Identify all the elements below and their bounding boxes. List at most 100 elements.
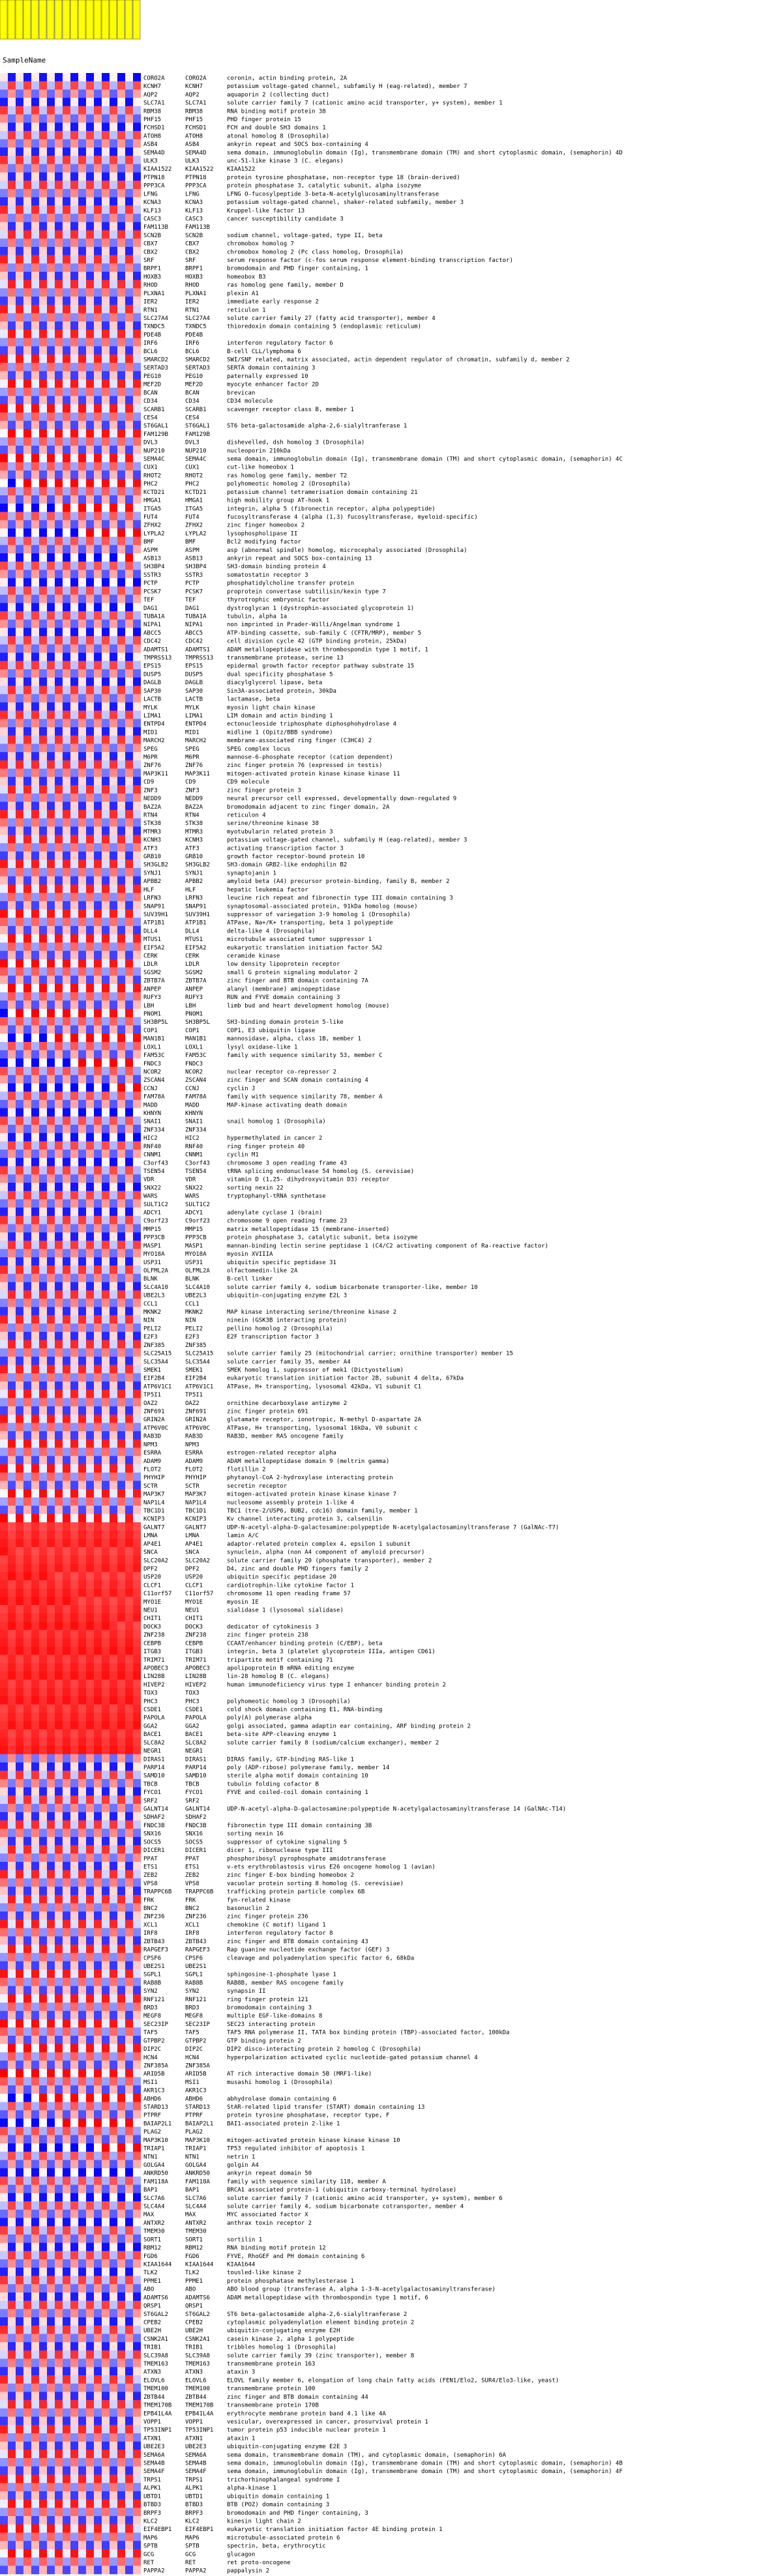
heatmap-cell bbox=[47, 2110, 55, 2119]
heatmap-cell bbox=[117, 644, 125, 653]
heatmap-cell bbox=[47, 1389, 55, 1398]
heatmap-cell bbox=[78, 1389, 86, 1398]
heatmap-cell bbox=[47, 1124, 55, 1133]
heatmap-cell bbox=[31, 1398, 39, 1407]
heatmap-cell bbox=[94, 644, 102, 653]
heatmap-cell bbox=[125, 1887, 133, 1896]
heatmap-cell bbox=[133, 2242, 141, 2251]
heatmap-cell bbox=[102, 851, 110, 860]
heatmap-cell bbox=[86, 1621, 94, 1630]
heatmap-cell bbox=[55, 2044, 63, 2053]
heatmap-cell bbox=[78, 2151, 86, 2160]
heatmap-cell bbox=[47, 1945, 55, 1954]
heatmap-cell bbox=[8, 371, 16, 380]
heatmap-cell bbox=[102, 478, 110, 487]
heatmap-cell bbox=[117, 1464, 125, 1473]
heatmap-cell bbox=[8, 669, 16, 678]
heatmap-cell bbox=[47, 1472, 55, 1481]
heatmap-cell bbox=[23, 2234, 31, 2243]
heatmap-cell bbox=[31, 2061, 39, 2070]
heatmap-cell bbox=[70, 1737, 78, 1746]
heatmap-cell bbox=[16, 462, 23, 471]
heatmap-cell bbox=[86, 934, 94, 943]
heatmap-cell bbox=[133, 495, 141, 504]
heatmap-cell bbox=[16, 2019, 23, 2028]
heatmap-cell bbox=[110, 951, 117, 960]
heatmap-cell bbox=[23, 1679, 31, 1688]
heatmap-cell bbox=[110, 1936, 117, 1945]
heatmap-cell bbox=[117, 2044, 125, 2053]
heatmap-cell bbox=[8, 1124, 16, 1133]
heatmap-cell bbox=[0, 1282, 8, 1291]
heatmap-cell bbox=[31, 983, 39, 992]
heatmap-cell bbox=[117, 1887, 125, 1896]
heatmap-cell bbox=[133, 1191, 141, 1200]
heatmap-cell bbox=[86, 2035, 94, 2044]
heatmap-cell bbox=[0, 1795, 8, 1804]
heatmap-cell bbox=[8, 1952, 16, 1961]
heatmap-cell bbox=[63, 1621, 70, 1630]
heatmap-cell bbox=[16, 1034, 23, 1043]
heatmap-cell bbox=[125, 1572, 133, 1581]
heatmap-cell bbox=[39, 1969, 47, 1978]
heatmap-cell bbox=[125, 404, 133, 413]
heatmap-cell bbox=[0, 677, 8, 686]
heatmap-cell bbox=[78, 1000, 86, 1009]
heatmap-cell bbox=[31, 329, 39, 338]
heatmap-cell bbox=[55, 1597, 63, 1606]
heatmap-cell bbox=[70, 1862, 78, 1871]
heatmap-cell bbox=[133, 1439, 141, 1448]
heatmap-cell bbox=[94, 1464, 102, 1473]
heatmap-cell bbox=[125, 2119, 133, 2128]
heatmap-cell bbox=[86, 1166, 94, 1175]
heatmap-cell bbox=[47, 1075, 55, 1084]
heatmap-cell bbox=[8, 2234, 16, 2243]
heatmap-cell bbox=[8, 603, 16, 612]
heatmap-cell bbox=[55, 1737, 63, 1746]
heatmap-cell bbox=[8, 1406, 16, 1415]
heatmap-cell bbox=[125, 437, 133, 446]
heatmap-cell bbox=[31, 1795, 39, 1804]
heatmap-cell bbox=[16, 1331, 23, 1340]
heatmap-cell bbox=[8, 1157, 16, 1166]
heatmap-cell bbox=[133, 2284, 141, 2293]
heatmap-cell bbox=[31, 810, 39, 819]
heatmap-cell bbox=[125, 1034, 133, 1043]
sample-header-cell bbox=[38, 0, 47, 40]
heatmap-cell bbox=[0, 802, 8, 811]
heatmap-cell bbox=[63, 1009, 70, 1018]
heatmap-cell bbox=[16, 2300, 23, 2309]
heatmap-cell bbox=[63, 478, 70, 487]
sample-header-band bbox=[0, 0, 141, 40]
heatmap-cell bbox=[8, 487, 16, 496]
heatmap-cell bbox=[125, 1655, 133, 1664]
heatmap-cell bbox=[86, 255, 94, 264]
heatmap-cell bbox=[39, 2052, 47, 2061]
heatmap-cell bbox=[110, 1572, 117, 1581]
heatmap-cell bbox=[125, 1282, 133, 1291]
heatmap-cell bbox=[31, 1431, 39, 1440]
heatmap-cell bbox=[110, 942, 117, 951]
heatmap-cell bbox=[63, 628, 70, 637]
heatmap-cell bbox=[31, 1381, 39, 1390]
heatmap-cell bbox=[47, 346, 55, 355]
heatmap-cell bbox=[86, 1696, 94, 1705]
heatmap-cell bbox=[102, 1315, 110, 1324]
heatmap-cell bbox=[117, 1058, 125, 1067]
heatmap-cell bbox=[63, 123, 70, 132]
heatmap-cell bbox=[8, 114, 16, 123]
heatmap-cell bbox=[125, 1836, 133, 1845]
heatmap-cell bbox=[55, 619, 63, 628]
heatmap-cell bbox=[86, 976, 94, 985]
heatmap-cell bbox=[39, 942, 47, 951]
heatmap-cell bbox=[117, 2342, 125, 2351]
heatmap-cell bbox=[8, 329, 16, 338]
heatmap-cell bbox=[16, 1174, 23, 1183]
heatmap-cell bbox=[16, 1041, 23, 1050]
heatmap-cell bbox=[55, 1099, 63, 1108]
heatmap-cell bbox=[8, 338, 16, 347]
heatmap-cell bbox=[78, 1961, 86, 1970]
heatmap-cell bbox=[63, 752, 70, 761]
heatmap-cell bbox=[0, 2010, 8, 2019]
heatmap-cell bbox=[0, 2085, 8, 2094]
